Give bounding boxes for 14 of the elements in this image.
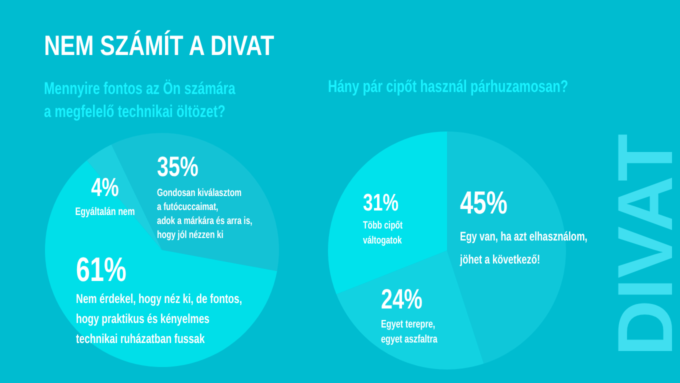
data-label: 4% (91, 172, 119, 202)
slice-label: Egyáltalán nem (75, 206, 135, 218)
data-label: 61% (76, 251, 126, 289)
data-label: 24% (381, 284, 423, 316)
slice-label: Gondosan kiválasztom a futócuccaimat, adok a márkára és arra is, hogy jól nézzen ki (157, 186, 252, 240)
slice-label: Több cipőt váltogatok (363, 219, 403, 246)
chart-title: NEM SZÁMÍT A DIVAT (44, 30, 274, 62)
data-label: 45% (460, 185, 508, 220)
slice-label: Egy van, ha azt elhasználom, jöhet a következő! (459, 230, 588, 267)
text: DIVAT (601, 134, 680, 356)
data-label: 31% (363, 190, 399, 216)
data-label: 35% (157, 152, 199, 183)
slice-label: Nem érdekel, hogy néz ki, de fontos, hogy praktikus és kényelmes technikai ruházatban fussak (76, 292, 242, 346)
slice-label: Egyet terepre, egyet aszfaltra (381, 318, 438, 346)
